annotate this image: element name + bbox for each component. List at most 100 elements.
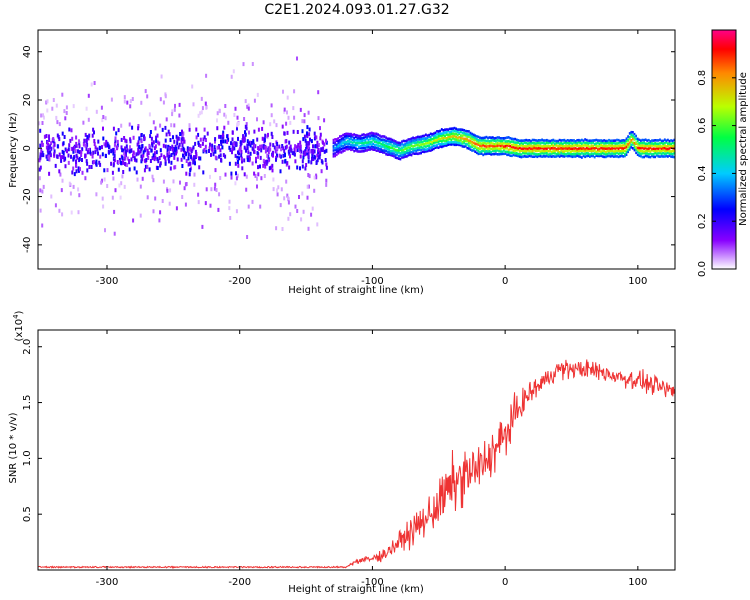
spectrogram-cell [619,139,622,143]
spectrogram-cell [143,134,145,139]
spectrogram-cell [624,146,626,149]
spectrogram-cell [397,157,400,160]
spectrogram-cell [617,138,620,142]
spectrogram-cell [581,142,583,145]
spectrogram-cell [463,145,465,148]
spectrogram-cell [568,147,571,150]
spectrogram-cell [339,139,341,142]
spectrogram-cell [606,154,609,158]
spectrogram-cell [394,153,397,157]
spectrogram-cell [480,152,483,155]
spectrogram-cell [61,178,64,183]
spectrogram-cell [62,155,65,160]
spectrogram-cell [226,134,229,139]
spectrogram-cell [420,148,422,152]
spectrogram-cell [609,147,612,151]
spectrogram-cell [479,144,481,148]
spectrogram-cell [444,134,446,138]
spectrogram-cell [181,132,184,137]
spectrogram-cell [218,192,221,197]
spectrogram-cell [151,156,154,161]
spectrogram-cell [445,133,448,136]
spectrogram-cell [571,147,574,151]
spectrogram-cell [598,147,601,151]
spectrogram-cell [41,150,44,155]
spectrogram-cell [620,141,623,145]
spectrogram-cell [447,141,450,144]
spectrogram-cell [512,153,515,157]
spectrogram-cell [399,144,402,147]
spectrogram-cell [488,140,491,143]
spectrogram-cell [531,145,534,148]
spectrogram-cell [660,149,663,153]
spectrogram-cell [114,136,117,141]
spectrogram-cell [240,150,243,154]
spectrogram-cell [169,146,172,151]
spectrogram-cell [480,147,483,150]
spectrogram-cell [186,146,189,151]
spectrogram-cell [68,143,71,148]
spectrogram-cell [663,144,666,147]
spectrogram-cell [434,134,437,137]
spectrogram-cell [378,137,381,141]
spectrogram-cell [159,161,162,166]
spectrogram-cell [569,139,572,142]
spectrogram-cell [581,138,583,142]
spectrogram-cell [158,218,161,223]
spectrogram-cell [310,139,313,144]
spectrogram-cell [297,143,300,148]
spectrogram-cell [566,147,569,150]
spectrogram-cell [396,153,399,156]
spectrogram-cell [417,135,419,139]
spectrogram-cell [663,146,666,150]
spectrogram-cell [450,127,453,130]
spectrogram-cell [488,147,491,150]
spectrogram-cell [380,135,383,138]
spectrogram-cell [290,147,292,152]
spectrogram-cell [253,129,256,134]
spectrogram-cell [625,145,628,149]
spectrogram-cell [155,138,158,143]
spectrogram-cell [337,152,340,155]
spectrogram-cell [350,148,352,152]
spectrogram-cell [649,140,652,143]
spectrogram-cell [445,139,448,142]
spectrogram-cell [507,148,510,152]
spectrogram-cell [458,136,461,139]
spectrogram-cell [662,146,665,150]
colorbar-ticks: 0.00.20.40.60.8 [697,70,736,277]
spectrogram-cell [603,155,606,159]
spectrogram-cell [450,140,453,144]
spectrogram-cell [498,136,500,139]
spectrogram-cell [472,138,475,141]
spectrogram-cell [251,146,254,151]
spectrogram-cell [91,133,94,138]
spectrogram-cell [318,155,321,160]
spectrogram-cell [561,142,564,146]
spectrogram-cell [374,132,376,136]
spectrogram-cell [466,146,469,150]
spectrogram-cell [112,156,115,161]
spectrogram-cell [533,152,536,155]
spectrogram-cell [538,149,540,152]
spectrogram-cell [501,146,504,150]
spectrogram-cell [504,152,507,155]
y-tick-label: 0 [22,145,33,151]
colorbar-tick-label: 0.2 [697,213,708,229]
spectrogram-cell [393,139,395,142]
spectrogram-cell [275,149,278,154]
spectrogram-cell [93,130,95,135]
spectrogram-cell [539,152,542,155]
spectrogram-cell [167,150,170,155]
spectrogram-cell [407,141,410,144]
spectrogram-cell [487,139,489,143]
colorbar-tick-label: 0.4 [697,165,708,181]
spectrogram-cell [436,133,438,136]
spectrogram-cell [181,195,184,199]
spectrogram-cell [136,142,139,147]
spectrogram-cell [165,117,168,122]
spectrogram-cell [97,139,100,144]
spectrogram-cell [560,139,563,142]
spectrogram-cell [247,106,250,111]
spectrogram-cell [425,133,427,137]
